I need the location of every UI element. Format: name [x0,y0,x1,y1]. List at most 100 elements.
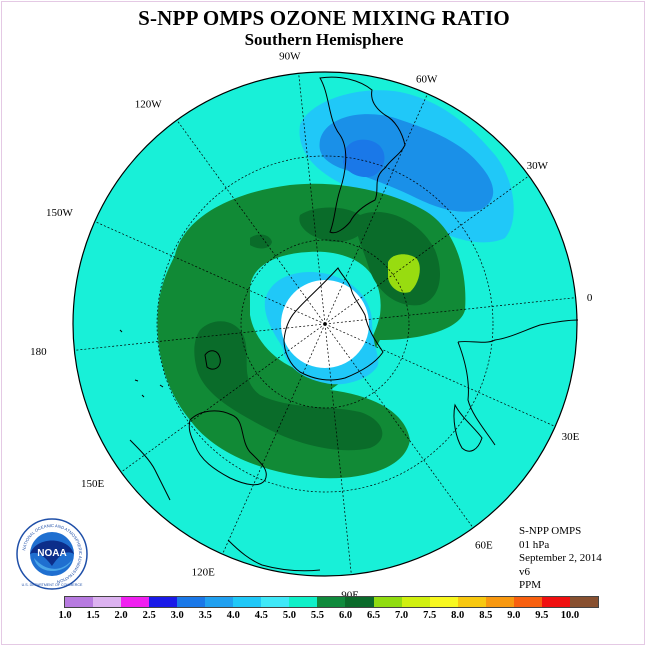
meridian-0 [324,297,576,325]
lon-label-150e: 150E [81,478,105,490]
meridian-60w [324,93,428,325]
lon-label-60w: 60W [416,73,438,85]
legend-swatch-16 [513,597,542,607]
antarctica-coast [283,267,384,381]
meridian-150e [120,323,326,473]
legend-swatch-6 [233,597,262,607]
meridian-180 [74,323,326,351]
color-legend: 1.0 1.5 2.0 2.5 3.0 3.5 4.0 4.5 5.0 5.5 6.0 6.5 7.0 7… [58,596,599,621]
legend-tick-label: 9.5 [535,610,549,621]
lon-label-180: 180 [30,346,47,358]
graticule [74,73,576,575]
meridian-120w [176,119,326,325]
noaa-logo: NOAA NATIONAL OCEANIC AND ATMOSPHERIC AD… [16,518,88,590]
africa-coast-east [457,341,496,446]
legend-swatch-12 [401,597,430,607]
lon-label-0: 0 [587,292,593,304]
lon-label-150w: 150W [46,207,74,219]
legend-tick-label: 7.0 [395,610,409,621]
color-bar [64,596,599,608]
noaa-logo-text: NOAA [37,548,66,559]
islands [119,329,164,398]
legend-swatch-17 [541,597,570,607]
contour-3-0 [343,139,385,178]
legend-tick-label: 8.0 [451,610,465,621]
info-units: PPM [519,579,542,591]
legend-tick-label: 6.5 [366,610,381,621]
meridian-150w [94,221,326,325]
lon-label-30e: 30E [562,431,580,443]
legend-swatch-18 [569,597,598,607]
meridian-30e [324,323,556,427]
legend-tick-label: 10.0 [560,610,580,621]
legend-tick-label: 8.5 [479,610,493,621]
legend-tick-label: 5.5 [310,610,324,621]
legend-tick-label: 7.5 [423,610,437,621]
meridian-90e [324,323,352,575]
legend-tick-label: 6.0 [338,610,353,621]
legend-tick-label: 3.0 [170,610,184,621]
legend-swatch-13 [429,597,458,607]
misc-coasts [129,439,321,572]
contour-6-5 [388,254,420,293]
legend-swatch-10 [345,597,374,607]
contour-3-5 [319,114,494,212]
legend-tick-label: 5.0 [282,610,296,621]
info-version: v6 [519,565,530,578]
legend-swatch-1 [93,597,122,607]
lon-label-120w: 120W [135,99,163,111]
legend-swatch-11 [373,597,402,607]
lon-label-30w: 30W [527,160,549,172]
legend-tick-label: 1.5 [86,610,100,621]
meridian-120e [222,323,326,555]
legend-swatch-15 [485,597,514,607]
coastlines [119,76,579,572]
south-america-coast [319,76,406,234]
new-zealand-coast [204,350,221,370]
map-title: S-NPP OMPS OZONE MIXING RATIO [138,6,510,30]
legend-swatch-9 [317,597,346,607]
latitude-circle-inner [240,239,410,409]
legend-swatch-8 [289,597,318,607]
noaa-logo-icon: NOAA NATIONAL OCEANIC AND ATMOSPHERIC AD… [16,518,88,590]
legend-tick-label: 4.0 [226,610,240,621]
info-instrument: S-NPP OMPS [519,525,582,537]
africa-coast-upper [457,319,579,343]
legend-tick-label: 9.0 [507,610,521,621]
info-block: S-NPP OMPS 01 hPa September 2, 2014 v6 P… [519,525,602,593]
legend-swatch-3 [149,597,178,607]
legend-swatch-5 [205,597,234,607]
lon-label-120e: 120E [192,567,216,579]
legend-tick-label: 2.0 [114,610,128,621]
noaa-logo-bottom-text: U.S. DEPARTMENT OF COMMERCE [22,583,83,587]
legend-tick-label: 1.0 [58,610,72,621]
legend-tick-label: 2.5 [142,610,156,621]
legend-tick-label: 4.5 [254,610,268,621]
legend-ticks: 1.0 1.5 2.0 2.5 3.0 3.5 4.0 4.5 5.0 5.5 6.0 6.5 7.0 7… [58,610,604,624]
lon-label-60e: 60E [475,539,493,551]
madagascar-coast [453,403,483,452]
meridian-90w [298,73,326,325]
meridian-60e [324,323,474,529]
map-boundary [72,71,578,577]
contour-6-0-c [194,321,383,451]
meridian-30w [324,175,530,325]
legend-tick-label: 3.5 [198,610,212,621]
legend-swatch-0 [65,597,94,607]
south-pole-marker [323,322,327,326]
australia-coast [188,410,267,486]
info-date: September 2, 2014 [519,552,602,564]
legend-swatch-7 [261,597,290,607]
legend-swatch-4 [177,597,206,607]
meridians [74,73,576,575]
latitude-circle-outer [156,155,494,493]
legend-swatch-14 [457,597,486,607]
info-level: 01 hPa [519,538,550,551]
lon-label-90w: 90W [279,50,301,62]
legend-swatch-2 [121,597,150,607]
contour-6-0-d [250,234,272,249]
map-subtitle: Southern Hemisphere [244,30,404,49]
